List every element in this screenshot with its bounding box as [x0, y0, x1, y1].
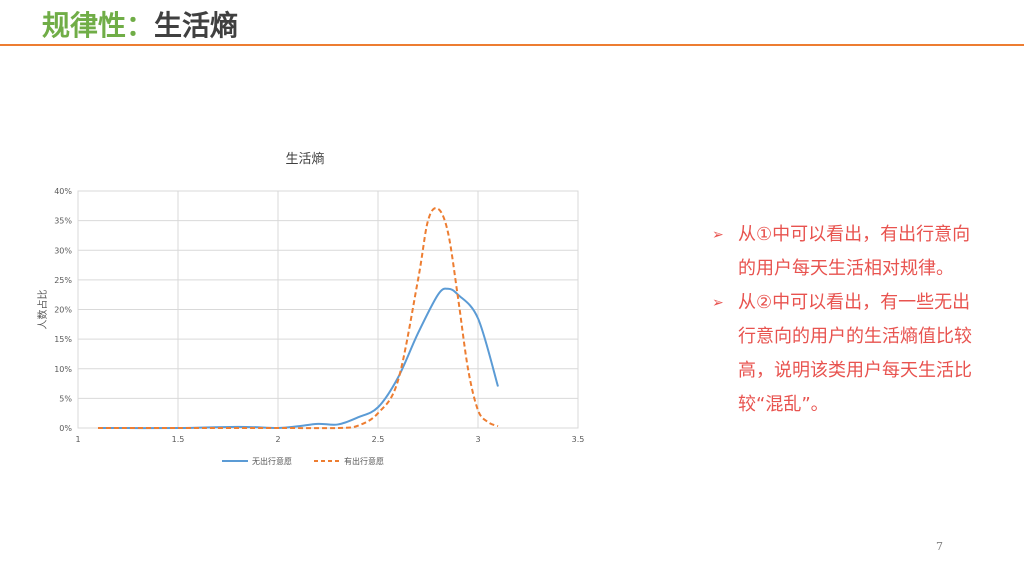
slide-title-main: 生活熵: [154, 9, 239, 42]
bullet-text: 从②中可以看出，有一些无出行意向的用户的生活熵值比较高，说明该类用户每天生活比较…: [738, 292, 972, 415]
legend-label: 有出行意愿: [344, 456, 384, 466]
y-tick-label: 25%: [54, 276, 72, 285]
y-tick-label: 20%: [54, 306, 72, 315]
bullet-item: ➢ 从②中可以看出，有一些无出行意向的用户的生活熵值比较高，说明该类用户每天生活…: [712, 286, 982, 422]
page-number: 7: [936, 540, 943, 553]
arrow-bullet-icon: ➢: [712, 227, 724, 243]
chart-title: 生活熵: [285, 152, 325, 167]
slide-title: 规律性：生活熵: [42, 6, 238, 46]
title-divider: [0, 44, 1024, 46]
x-tick-label: 1: [75, 435, 80, 444]
x-tick-label: 2.5: [372, 435, 385, 444]
arrow-bullet-icon: ➢: [712, 295, 724, 311]
series-line-1: [97, 287, 499, 430]
series-line-2: [98, 207, 499, 430]
bullet-list: ➢ 从①中可以看出，有出行意向的用户每天生活相对规律。 ➢ 从②中可以看出，有一…: [712, 218, 982, 422]
bullet-item: ➢ 从①中可以看出，有出行意向的用户每天生活相对规律。: [712, 218, 982, 286]
x-tick-label: 3: [475, 435, 480, 444]
slide-title-prefix: 规律性：: [42, 9, 155, 42]
y-tick-label: 10%: [54, 365, 72, 374]
y-axis-label: 人数占比: [36, 290, 49, 330]
y-tick-label: 40%: [54, 187, 72, 196]
x-tick-label: 3.5: [572, 435, 585, 444]
y-tick-label: 15%: [54, 335, 72, 344]
y-tick-label: 0%: [59, 424, 72, 433]
legend-label: 无出行意愿: [252, 456, 292, 466]
y-tick-label: 5%: [59, 394, 72, 403]
y-tick-label: 30%: [54, 246, 72, 255]
bullet-text: 从①中可以看出，有出行意向的用户每天生活相对规律。: [738, 224, 971, 279]
x-tick-label: 1.5: [172, 435, 185, 444]
x-tick-label: 2: [275, 435, 280, 444]
y-tick-label: 35%: [54, 217, 72, 226]
